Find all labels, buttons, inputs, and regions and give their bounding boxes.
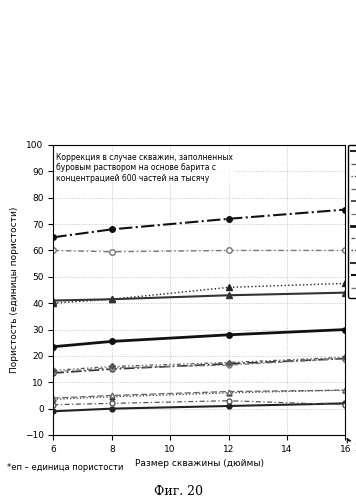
ближний (60 еп*) (343, 206, 347, 212)
ближний (0 еп*) (110, 406, 114, 411)
скорректированный
(40 еп*) (110, 296, 114, 302)
скорректированный
(25 еп*) (110, 364, 114, 370)
Line: скорректированный
(0 еп*): скорректированный (0 еп*) (51, 398, 348, 407)
скорректированный
(15 еп*) (343, 356, 347, 362)
скорректированный
(0 еп*) (226, 398, 231, 404)
скорректированный
(40 еп*) (226, 292, 231, 298)
скорректированный
(25 еп*) (343, 354, 347, 360)
скорректированный
(5 еп*) (51, 395, 56, 401)
ближний (15 еп*) (226, 361, 231, 367)
скорректированный
(0 еп*) (110, 400, 114, 406)
Line: ближний (25 еп*): ближний (25 еп*) (51, 327, 348, 349)
ближний (5 еп*) (343, 387, 347, 393)
ближний (25 еп*) (51, 344, 56, 349)
ближний (25 еп*) (343, 326, 347, 332)
скорректированный
(5 еп*) (110, 392, 114, 398)
скорректированный
(25 еп*) (226, 360, 231, 366)
скорректированный
(5 еп*) (343, 387, 347, 393)
скорректированный
(40 еп*) (343, 290, 347, 296)
скорректированный
(40 еп*) (51, 298, 56, 304)
Line: скорректированный
(5 еп*): скорректированный (5 еп*) (51, 388, 348, 400)
скорректированный
(0 еп*) (343, 402, 347, 407)
ближний (15 еп*) (343, 356, 347, 362)
ближний (40 еп*) (226, 284, 231, 290)
скорректированный
(100 еп*) (226, 248, 231, 254)
Line: ближний (60 еп*): ближний (60 еп*) (51, 207, 348, 240)
Legend: ближний (0 еп*), скорректированный
(0 еп*), ближний (5 еп*), скорректированный
(: ближний (0 еп*), скорректированный (0 еп… (348, 145, 356, 298)
Line: ближний (15 еп*): ближний (15 еп*) (51, 356, 348, 376)
Line: скорректированный
(40 еп*): скорректированный (40 еп*) (51, 290, 348, 304)
Line: скорректированный
(100 еп*): скорректированный (100 еп*) (51, 248, 348, 254)
ближний (60 еп*) (110, 226, 114, 232)
скорректированный
(25 еп*) (51, 368, 56, 374)
скорректированный
(15 еп*) (226, 362, 231, 368)
ближний (40 еп*) (343, 280, 347, 286)
ближний (25 еп*) (226, 332, 231, 338)
скорректированный
(15 еп*) (51, 368, 56, 374)
ближний (15 еп*) (51, 370, 56, 376)
Text: 202: 202 (0, 499, 1, 500)
ближний (15 еп*) (110, 366, 114, 372)
скорректированный
(0 еп*) (51, 402, 56, 407)
Line: скорректированный
(15 еп*): скорректированный (15 еп*) (51, 356, 348, 374)
скорректированный
(100 еп*) (110, 249, 114, 255)
ближний (40 еп*) (51, 300, 56, 306)
скорректированный
(100 еп*) (343, 248, 347, 254)
ближний (60 еп*) (51, 234, 56, 240)
ближний (25 еп*) (110, 338, 114, 344)
Text: *еп – единица пористости: *еп – единица пористости (7, 462, 124, 471)
Text: 204: 204 (0, 166, 1, 176)
Line: ближний (0 еп*): ближний (0 еп*) (51, 401, 348, 413)
ближний (5 еп*) (110, 394, 114, 400)
Text: Коррекция в случае скважин, заполненных
буровым раствором на основе барита с
кон: Коррекция в случае скважин, заполненных … (56, 153, 233, 182)
Y-axis label: Пористость (единицы пористости): Пористость (единицы пористости) (10, 207, 19, 373)
Line: ближний (5 еп*): ближний (5 еп*) (51, 388, 348, 402)
Text: Фиг. 20: Фиг. 20 (153, 485, 203, 498)
скорректированный
(100 еп*) (51, 248, 56, 254)
ближний (0 еп*) (51, 408, 56, 414)
Line: ближний (40 еп*): ближний (40 еп*) (50, 280, 349, 306)
скорректированный
(5 еп*) (226, 388, 231, 394)
ближний (0 еп*) (343, 400, 347, 406)
Text: 206: 206 (347, 438, 356, 453)
ближний (40 еп*) (110, 296, 114, 302)
Line: скорректированный
(25 еп*): скорректированный (25 еп*) (51, 355, 347, 372)
ближний (5 еп*) (226, 390, 231, 396)
ближний (60 еп*) (226, 216, 231, 222)
X-axis label: Размер скважины (дюймы): Размер скважины (дюймы) (135, 460, 264, 468)
ближний (0 еп*) (226, 403, 231, 409)
скорректированный
(15 еп*) (110, 365, 114, 371)
ближний (5 еп*) (51, 396, 56, 402)
